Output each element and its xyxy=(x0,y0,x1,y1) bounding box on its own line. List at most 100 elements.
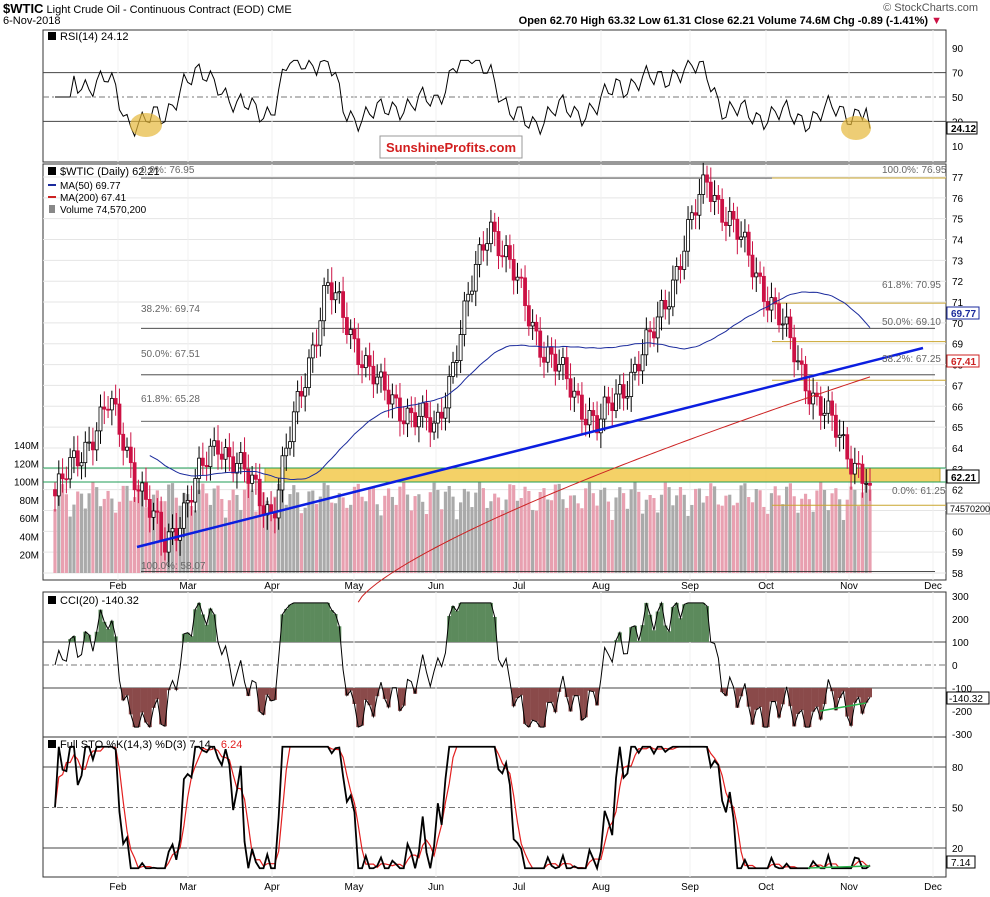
candle-body xyxy=(109,398,114,411)
candle-body xyxy=(568,378,573,398)
candle-body xyxy=(121,433,126,451)
candle-body xyxy=(743,231,747,238)
volume-bar xyxy=(796,512,800,573)
candle-body xyxy=(788,316,793,339)
volume-bar xyxy=(622,493,626,573)
volume-bar xyxy=(250,490,254,573)
volume-label: Volume 74,570,200 xyxy=(60,205,147,216)
candle-body xyxy=(113,398,118,405)
volume-bar xyxy=(314,503,319,573)
volume-bar xyxy=(656,512,660,573)
candle-body xyxy=(356,338,361,365)
sto-tick-label: 80 xyxy=(952,763,964,774)
sto-title: Full STO %K(14,3) %D(3) 7.14, 6.24 xyxy=(48,739,242,751)
candle-body xyxy=(845,434,850,460)
price-tick-label: 73 xyxy=(952,256,964,267)
volume-bar xyxy=(553,484,557,573)
price-legend: $WTIC (Daily) 62.21 MA(50) 69.77 MA(200)… xyxy=(48,166,160,216)
volume-bar xyxy=(845,499,849,573)
candle-body xyxy=(822,412,827,416)
candle-body xyxy=(276,489,281,519)
sto-k-line xyxy=(54,745,871,872)
volume-tick-label: 80M xyxy=(20,496,39,507)
candle-body xyxy=(352,328,357,340)
volume-bar xyxy=(87,493,91,573)
candle-body xyxy=(235,463,239,474)
month-label: Mar xyxy=(179,882,197,893)
fib-left-50: 50.0%: 67.51 xyxy=(141,349,200,360)
volume-bar xyxy=(242,489,247,573)
candle-body xyxy=(280,455,285,491)
month-label: Jun xyxy=(428,581,444,592)
candle-body xyxy=(686,219,690,252)
volume-bar xyxy=(470,507,474,573)
candle-body xyxy=(68,457,73,480)
candle-body xyxy=(792,337,797,363)
volume-bar xyxy=(690,504,694,573)
volume-bar xyxy=(102,498,106,573)
candle-body xyxy=(602,396,607,420)
volume-bar xyxy=(98,506,103,573)
volume-bar xyxy=(838,499,842,573)
volume-bar xyxy=(758,490,762,573)
volume-bar xyxy=(496,497,501,573)
rsi-value-tag: 24.12 xyxy=(951,124,976,135)
volume-bar xyxy=(83,508,87,573)
candle-body xyxy=(693,212,698,216)
volume-bar xyxy=(853,489,857,573)
rsi-tick-label: 50 xyxy=(952,93,964,104)
candle-body xyxy=(492,221,497,232)
fib-right-100: 100.0%: 76.95 xyxy=(882,165,947,176)
volume-bar xyxy=(299,513,303,573)
cci-value-tag: -140.32 xyxy=(949,694,983,705)
candle-body xyxy=(428,417,433,433)
cci-title: CCI(20) -140.32 xyxy=(48,595,139,607)
volume-bar xyxy=(652,498,656,573)
candle-body xyxy=(310,344,315,359)
candle-body xyxy=(663,300,668,310)
volume-bar xyxy=(595,505,599,573)
candle-body xyxy=(731,210,736,220)
volume-bar xyxy=(64,494,68,573)
volume-bar xyxy=(584,488,588,573)
month-label: Oct xyxy=(758,581,774,592)
volume-bar xyxy=(280,487,285,573)
volume-bar xyxy=(394,504,398,573)
volume-bar xyxy=(709,483,713,573)
volume-bar xyxy=(841,519,846,573)
candle-body xyxy=(132,462,137,491)
candle-body xyxy=(193,478,198,503)
candle-body xyxy=(735,218,740,240)
volume-bar xyxy=(568,495,573,573)
volume-bar xyxy=(79,493,84,573)
month-label: Oct xyxy=(758,882,774,893)
volume-bar xyxy=(352,486,357,573)
volume-bar xyxy=(712,486,717,573)
candle-body xyxy=(640,354,645,372)
volume-bar xyxy=(398,486,402,573)
volume-bar xyxy=(610,519,614,573)
candle-body xyxy=(219,453,224,460)
price-tick-label: 74 xyxy=(952,236,964,247)
volume-bar xyxy=(747,497,751,573)
candle-body xyxy=(780,323,785,326)
volume-bar xyxy=(663,482,667,573)
candle-body xyxy=(837,434,842,438)
sto-title-d: 6.24 xyxy=(221,739,242,751)
volume-bar xyxy=(629,489,633,573)
volume-bar xyxy=(110,498,114,573)
price-tick-label: 69 xyxy=(952,340,964,351)
cci-tick-label: -100 xyxy=(952,684,972,695)
candle-body xyxy=(257,478,262,507)
volume-bar xyxy=(360,496,364,573)
volume-tick-label: 20M xyxy=(20,551,39,562)
month-label: Apr xyxy=(264,581,280,592)
candle-body xyxy=(390,394,395,405)
volume-bar xyxy=(515,500,520,573)
volume-bar xyxy=(565,507,569,573)
candle-body xyxy=(348,328,353,336)
candle-body xyxy=(485,243,490,251)
candle-body xyxy=(466,293,471,302)
volume-bar xyxy=(557,483,561,573)
volume-bar xyxy=(405,494,410,573)
